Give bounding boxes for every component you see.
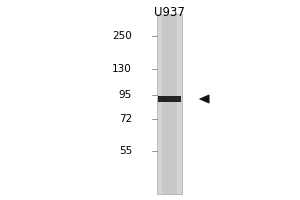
Text: 250: 250 [112,31,132,41]
Bar [157,14,182,194]
Text: 130: 130 [112,64,132,74]
Text: 55: 55 [119,146,132,156]
Text: 95: 95 [119,90,132,100]
Bar [162,14,177,194]
Bar [158,96,181,102]
Text: 72: 72 [119,114,132,124]
Polygon shape [200,95,209,103]
Text: U937: U937 [154,6,185,19]
